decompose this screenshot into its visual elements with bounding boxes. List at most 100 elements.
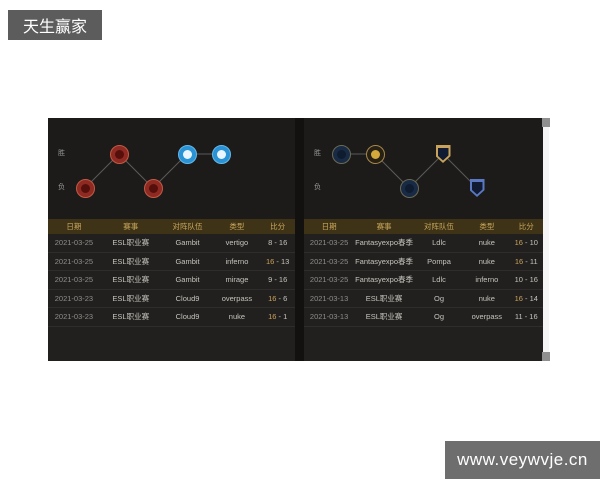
table-row: 2021-03-25 ESL职业赛 Gambit mirage 9 - 16 (48, 271, 295, 290)
match-history-panel-right: 胜负 日期 赛事 对阵队伍 类型 比分 2021-03-25 Fantasyexpo春季 Ld… (304, 118, 543, 361)
score-against: - 1 (276, 312, 288, 322)
score-for: 10 (514, 275, 523, 285)
table-row: 2021-03-13 ESL职业赛 Og overpass 11 - 16 (304, 308, 543, 327)
score-against: - 10 (522, 238, 538, 248)
og-logo-icon (468, 179, 487, 198)
score-against: - 16 (522, 275, 538, 285)
score-cell: 9 - 16 (260, 275, 295, 284)
score-for: 8 (268, 238, 273, 248)
event-cell: ESL职业赛 (112, 256, 150, 266)
opponent-cell: Cloud9 (175, 312, 200, 322)
date-cell: 2021-03-25 (309, 256, 349, 266)
date-cell: 2021-03-13 (309, 312, 349, 322)
match-history-widget: 胜负 日期 赛事 对阵队伍 类型 比分 2021-03-25 ESL职业赛 Gambit ver… (48, 118, 550, 361)
score-cell: 16 - 10 (510, 238, 543, 247)
scroll-down-button[interactable] (542, 352, 550, 361)
ldlc-logo-icon (331, 144, 351, 164)
date-cell: 2021-03-25 (54, 275, 94, 285)
score-cell: 16 - 14 (510, 294, 543, 303)
loss-label: 负 (314, 184, 321, 191)
gambit-logo-core (80, 183, 90, 193)
match-table: 日期 赛事 对阵队伍 类型 比分 2021-03-25 ESL职业赛 Gambit vertig… (48, 219, 295, 327)
event-cell: ESL职业赛 (365, 312, 403, 322)
event-cell: ESL职业赛 (112, 275, 150, 285)
score-for: 16 (268, 312, 277, 322)
date-cell: 2021-03-25 (309, 275, 349, 285)
score-for: 16 (514, 256, 524, 266)
event-cell: Fantasyexpo春季 (355, 238, 414, 248)
gambit-logo-core (148, 183, 158, 193)
cloud9-logo-icon (177, 144, 197, 164)
opponent-cell: Og (434, 293, 445, 303)
score-for: 16 (266, 256, 275, 266)
ldlc-logo-core (336, 149, 346, 159)
event-cell: ESL职业赛 (112, 312, 150, 322)
ldlc-logo-core (404, 183, 414, 193)
result-line (341, 153, 478, 189)
column-header: 日期 (321, 222, 337, 231)
opponent-cell: Ldlc (432, 238, 446, 248)
score-for: 16 (514, 238, 523, 248)
scroll-up-button[interactable] (542, 118, 550, 127)
opponent-cell: Gambit (175, 238, 200, 248)
gambit-logo-icon (143, 178, 163, 198)
table-header-row: 日期 赛事 对阵队伍 类型 比分 (304, 219, 543, 234)
column-header: 日期 (66, 222, 82, 231)
site-badge: 天生赢家 (8, 10, 103, 40)
date-cell: 2021-03-23 (54, 293, 94, 303)
score-for: 16 (514, 293, 523, 303)
table-header-row: 日期 赛事 对阵队伍 类型 比分 (48, 219, 295, 234)
win-label: 胜 (314, 150, 321, 157)
event-cell: Fantasyexpo春季 (355, 275, 414, 285)
opponent-cell: Pompa (427, 256, 451, 266)
column-header: 对阵队伍 (424, 222, 455, 231)
og-logo-icon (434, 145, 453, 164)
opponent-cell: Cloud9 (175, 293, 200, 303)
column-header: 赛事 (123, 222, 139, 231)
column-header: 对阵队伍 (172, 222, 203, 231)
column-header: 比分 (518, 222, 534, 231)
score-against: - 11 (523, 256, 538, 266)
score-against: - 13 (274, 256, 290, 266)
table-row: 2021-03-13 ESL职业赛 Og nuke 16 - 14 (304, 290, 543, 308)
og-shield-core (471, 181, 483, 195)
panel-divider (295, 118, 304, 361)
map-cell: nuke (478, 293, 495, 303)
cloud9-logo-icon (211, 144, 231, 164)
map-cell: mirage (225, 275, 249, 285)
map-cell: overpass (221, 293, 253, 303)
scrollbar[interactable] (542, 118, 550, 361)
event-cell: Fantasyexpo春季 (355, 256, 414, 266)
table-row: 2021-03-23 ESL职业赛 Cloud9 overpass 16 - 6 (48, 290, 295, 308)
og-shield-shape (469, 179, 485, 197)
score-cell: 11 - 16 (510, 312, 543, 321)
og-shield-core (437, 147, 449, 161)
score-cell: 10 - 16 (510, 275, 543, 284)
event-cell: ESL职业赛 (365, 293, 403, 303)
column-header: 赛事 (376, 222, 392, 231)
win-loss-graph: 胜负 (48, 118, 295, 219)
column-header: 比分 (270, 222, 286, 231)
map-cell: inferno (475, 275, 499, 285)
gambit-logo-icon (75, 178, 95, 198)
opponent-cell: Gambit (175, 275, 200, 285)
column-header: 类型 (229, 222, 245, 231)
score-against: - 16 (522, 312, 538, 322)
table-row: 2021-03-23 ESL职业赛 Cloud9 nuke 16 - 1 (48, 308, 295, 327)
score-for: 9 (268, 275, 273, 285)
date-cell: 2021-03-13 (309, 293, 349, 303)
table-row: 2021-03-25 Fantasyexpo春季 Ldlc nuke 16 - 10 (304, 234, 543, 253)
score-against: - 16 (272, 275, 288, 285)
score-against: - 14 (522, 293, 538, 303)
opponent-cell: Gambit (175, 256, 200, 266)
map-cell: nuke (478, 238, 495, 248)
column-header: 类型 (479, 222, 495, 231)
ldlc-logo-icon (399, 178, 419, 198)
cloud9-logo-core (216, 149, 226, 159)
map-cell: nuke (228, 312, 246, 322)
pompa-logo-icon (365, 144, 385, 164)
score-against: - 16 (272, 238, 288, 248)
score-cell: 16 - 11 (510, 257, 543, 266)
table-row: 2021-03-25 Fantasyexpo春季 Ldlc inferno 10 - 1… (304, 271, 543, 290)
